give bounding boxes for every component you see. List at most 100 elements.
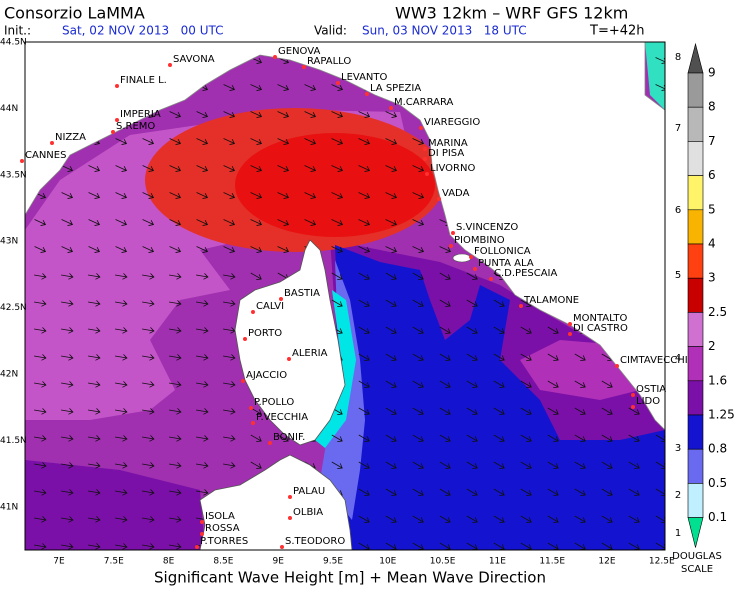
arrow: [601, 407, 613, 415]
place-label: OSTIA: [636, 384, 666, 395]
arrow: [115, 300, 128, 307]
douglas-title: SCALE: [681, 564, 713, 575]
arrow: [169, 246, 182, 253]
arrow: [169, 138, 182, 145]
arrow: [88, 165, 101, 172]
arrow-shape: [439, 353, 451, 361]
arrow-shape: [88, 273, 101, 280]
arrow: [61, 462, 74, 469]
arrow-shape: [250, 246, 263, 253]
arrow: [601, 380, 613, 388]
arrow: [304, 111, 317, 118]
arrow: [115, 273, 128, 280]
arrow-shape: [34, 435, 47, 442]
arrow-shape: [628, 434, 640, 442]
arrow: [385, 488, 397, 496]
arrow-shape: [412, 219, 425, 226]
arrow-shape: [115, 219, 128, 226]
colorbar-label: 9: [708, 66, 716, 80]
arrow: [439, 272, 451, 280]
arrow-shape: [61, 219, 74, 226]
arrow: [115, 516, 128, 523]
land-mainland: [25, 42, 665, 431]
lon-label: 11.5E: [539, 557, 565, 567]
arrow: [439, 246, 452, 253]
arrow: [574, 542, 586, 550]
arrow: [331, 165, 344, 172]
arrow-shape: [115, 543, 128, 550]
place-dot: [489, 277, 493, 281]
arrow-shape: [439, 488, 451, 496]
arrow-shape: [358, 353, 370, 361]
arrow-shape: [358, 299, 370, 307]
arrow: [628, 488, 640, 496]
arrow-shape: [331, 434, 343, 442]
arrow: [331, 299, 343, 307]
arrow: [88, 246, 101, 253]
arrow: [115, 489, 128, 496]
arrow-shape: [61, 246, 74, 253]
arrow-shape: [331, 246, 344, 253]
arrow-shape: [169, 111, 182, 118]
colorbar: 9 8 7 6 5 4 3 2.5 2 1.6 1.25 0.8 0.5 0.1 8 7 6 5 4 3 2 1 DOUGL…: [672, 42, 735, 575]
arrow-shape: [250, 165, 263, 172]
place-label: AJACCIO: [246, 370, 287, 381]
arrow: [34, 273, 47, 280]
place-label: P.TORRES: [200, 536, 248, 547]
arrow-shape: [466, 272, 478, 280]
arrow-shape: [88, 300, 101, 307]
arrow-shape: [547, 515, 559, 523]
douglas-label: 5: [675, 270, 681, 281]
colorbar-segment: [687, 346, 704, 382]
footer: Significant Wave Height [m] + Mean Wave …: [154, 569, 546, 587]
colorbar-label: 4: [708, 237, 716, 251]
arrow-shape: [520, 461, 532, 469]
arrow-shape: [169, 327, 182, 334]
arrow: [61, 165, 74, 172]
place-label: DI CASTRO: [573, 323, 628, 334]
arrow-shape: [601, 515, 613, 523]
arrow-shape: [331, 272, 343, 280]
arrow: [358, 165, 371, 172]
lat-label: 41.5N: [0, 436, 27, 446]
arrow-shape: [196, 165, 209, 172]
arrow: [628, 515, 640, 523]
place-label: CALVI: [256, 301, 284, 312]
arrow-shape: [385, 542, 397, 550]
arrow: [223, 408, 236, 415]
arrow-shape: [412, 138, 425, 145]
arrow: [493, 299, 505, 307]
arrow-shape: [385, 488, 397, 496]
place-label: FINALE L.: [120, 75, 167, 86]
arrow: [34, 489, 47, 496]
arrow: [358, 407, 370, 415]
arrow-shape: [304, 219, 317, 226]
arrow-shape: [142, 489, 155, 496]
arrow: [115, 354, 128, 361]
arrow-shape: [358, 246, 371, 253]
arrow: [439, 380, 451, 388]
arrow-shape: [412, 299, 424, 307]
arrow: [412, 407, 424, 415]
arrow: [142, 462, 155, 469]
arrow: [385, 407, 397, 415]
arrow: [88, 300, 101, 307]
colorbar-label: 0.1: [708, 510, 727, 524]
arrow-shape: [61, 327, 74, 334]
colorbar-segment: [687, 141, 704, 176]
arrow: [88, 327, 101, 334]
arrow: [385, 192, 398, 199]
arrow: [493, 326, 505, 334]
douglas-label: 1: [675, 528, 681, 539]
arrow-shape: [142, 354, 155, 361]
arrow-shape: [34, 462, 47, 469]
arrow: [61, 246, 74, 253]
arrow-shape: [34, 246, 47, 253]
arrow: [169, 408, 182, 415]
place-label: BASTIA: [284, 288, 320, 299]
place-label: TALAMONE: [523, 295, 579, 306]
arrow-shape: [223, 138, 236, 145]
arrow: [277, 138, 290, 145]
arrow: [196, 138, 209, 145]
arrow: [412, 246, 425, 253]
